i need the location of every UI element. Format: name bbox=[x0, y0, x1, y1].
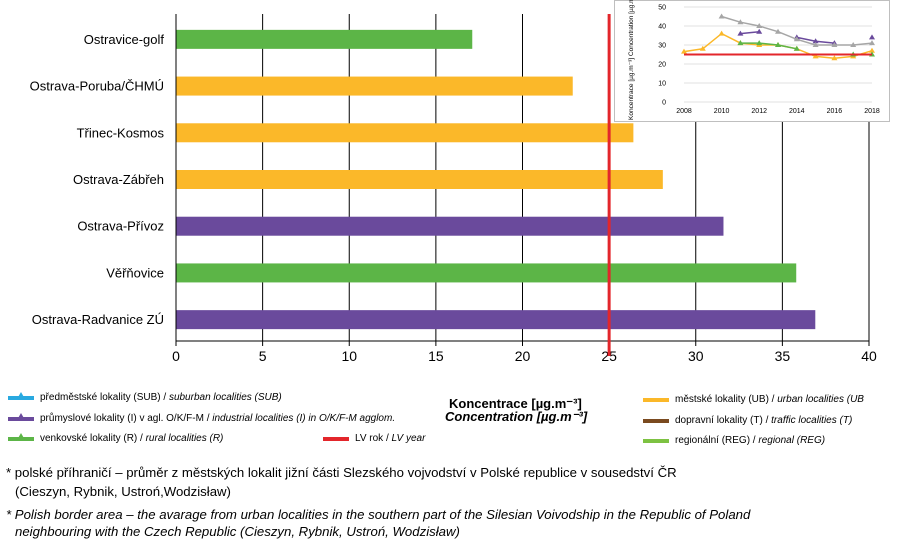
bar bbox=[176, 123, 634, 143]
inset-x-tick-label: 2012 bbox=[751, 108, 767, 115]
category-label: Ostrava-Poruba/ČHMÚ bbox=[30, 79, 164, 94]
inset-series-marker bbox=[699, 45, 706, 51]
bar bbox=[176, 170, 663, 189]
legend-label-en: rural localities (R) bbox=[145, 433, 224, 444]
bar bbox=[176, 263, 797, 283]
inset-series-marker bbox=[793, 45, 800, 51]
x-tick-label: 10 bbox=[341, 348, 357, 364]
legend-label-en: urban localities (UB bbox=[777, 394, 864, 405]
inset-series-marker bbox=[775, 28, 781, 34]
x-tick-label: 40 bbox=[861, 348, 877, 364]
inset-series-marker bbox=[812, 38, 819, 44]
inset-series-marker bbox=[812, 42, 819, 47]
legend-label: venkovské lokality (R) / rural localitie… bbox=[40, 433, 223, 445]
inset-series-marker bbox=[793, 36, 800, 42]
inset-series-marker bbox=[869, 40, 875, 46]
legend-label-en: LV year bbox=[391, 433, 426, 444]
legend-label: LV rok / LV year bbox=[355, 433, 425, 445]
inset-series-marker bbox=[718, 30, 725, 36]
inset-y-tick-label: 20 bbox=[658, 62, 666, 69]
legend-label-cz: regionální (REG) / bbox=[675, 435, 759, 446]
legend-label: dopravní lokality (T) / traffic localiti… bbox=[675, 415, 852, 427]
inset-series-marker bbox=[718, 13, 725, 19]
inset-x-tick-label: 2016 bbox=[827, 108, 843, 115]
x-tick-label: 20 bbox=[515, 348, 531, 364]
inset-y-tick-label: 0 bbox=[662, 100, 666, 107]
x-axis-title-en: Concentration [µg.m⁻³] bbox=[445, 409, 588, 424]
category-label: Ostravice-golf bbox=[84, 32, 165, 47]
legend-label-cz: dopravní lokality (T) / bbox=[675, 415, 772, 426]
inset-y-tick-label: 50 bbox=[658, 5, 666, 12]
inset-series-marker bbox=[812, 53, 819, 59]
x-tick-label: 30 bbox=[688, 348, 704, 364]
inset-y-tick-label: 40 bbox=[658, 24, 666, 31]
inset-series-marker bbox=[869, 47, 875, 53]
x-tick-label: 5 bbox=[259, 348, 267, 364]
legend-label-en: industrial localities (I) in O/K/F-M agg… bbox=[212, 413, 396, 424]
inset-x-tick-label: 2010 bbox=[714, 108, 730, 115]
inset-frame bbox=[614, 0, 890, 122]
legend-swatch bbox=[323, 437, 349, 441]
legend-swatch bbox=[8, 413, 34, 421]
legend-label-cz: průmyslové lokality (I) v agl. O/K/F-M / bbox=[40, 413, 213, 424]
legend-swatch bbox=[8, 433, 34, 441]
category-label: Ostrava-Radvanice ZÚ bbox=[32, 312, 164, 327]
legend-swatch bbox=[8, 392, 34, 400]
inset-series-marker bbox=[850, 42, 857, 47]
legend-swatch bbox=[643, 419, 669, 423]
x-axis-title-cz: Koncentrace [µg.m⁻³] bbox=[449, 396, 582, 411]
bar bbox=[176, 76, 573, 96]
bar bbox=[176, 29, 473, 49]
inset-series-marker bbox=[831, 55, 838, 61]
legend-label-cz: LV rok / bbox=[355, 433, 392, 444]
inset-x-tick-label: 2008 bbox=[676, 108, 692, 115]
footnote-cz-line2: (Cieszyn, Rybnik, Ustroń,Wodzisław) bbox=[15, 484, 231, 499]
legend-swatch bbox=[643, 439, 669, 443]
bar bbox=[176, 216, 724, 236]
inset-series-line bbox=[740, 42, 797, 50]
inset-series-marker bbox=[775, 42, 781, 47]
legend-swatch bbox=[643, 398, 669, 402]
inset-series-marker bbox=[756, 23, 763, 28]
footnote-en-line2: neighbouring with the Czech Republic (Ci… bbox=[15, 524, 460, 539]
inset-series-marker bbox=[756, 28, 763, 34]
inset-series-marker bbox=[831, 42, 838, 47]
legend-label: městské lokality (UB) / urban localities… bbox=[675, 394, 864, 406]
legend-label: průmyslové lokality (I) v agl. O/K/F-M /… bbox=[40, 413, 395, 425]
inset-series-marker bbox=[737, 30, 744, 36]
bar bbox=[176, 310, 816, 330]
inset-series-line bbox=[740, 30, 760, 35]
legend-label-en: regional (REG) bbox=[758, 435, 826, 446]
x-tick-label: 35 bbox=[775, 348, 791, 364]
legend-label: regionální (REG) / regional (REG) bbox=[675, 435, 825, 447]
inset-y-tick-label: 10 bbox=[658, 81, 666, 88]
inset-line-chart: 0 10 20 30 40 50 2008 2010 2012 2014 2016 2018 Konce… bbox=[614, 0, 890, 122]
category-label: Ostrava-Přívoz bbox=[77, 219, 164, 234]
x-tick-label: 15 bbox=[428, 348, 444, 364]
inset-y-tick-label: 30 bbox=[658, 43, 666, 50]
inset-x-tick-label: 2014 bbox=[789, 108, 805, 115]
legend-label-cz: městské lokality (UB) / bbox=[675, 394, 778, 405]
main-bar-chart: Ostravice-golf Ostrava-Poruba/ČHMÚ Třinec-… bbox=[30, 14, 877, 364]
inset-y-axis-label: Koncentrace [µg.m⁻³] Concentration [µg.m… bbox=[628, 0, 635, 120]
legend-label: předměstské lokality (SUB) / suburban lo… bbox=[40, 392, 282, 404]
inset-series-marker bbox=[681, 48, 687, 54]
category-label: Třinec-Kosmos bbox=[77, 125, 165, 140]
legend-label-en: traffic localities (T) bbox=[771, 415, 853, 426]
inset-series-marker bbox=[737, 19, 744, 25]
legend-label-cz: venkovské lokality (R) / bbox=[40, 433, 146, 444]
inset-series-marker bbox=[737, 40, 744, 46]
footnote-cz-line1: * polské příhraničí – průměr z městských… bbox=[6, 465, 677, 480]
inset-x-tick-label: 2018 bbox=[864, 108, 880, 115]
legend-label-cz: předměstské lokality (SUB) / bbox=[40, 392, 169, 403]
x-tick-label: 0 bbox=[172, 348, 180, 364]
inset-series-marker bbox=[869, 34, 875, 40]
category-label: Ostrava-Zábřeh bbox=[73, 172, 164, 187]
legend-label-en: suburban localities (SUB) bbox=[168, 392, 282, 403]
category-label: Věřňovice bbox=[106, 265, 164, 280]
footnote-en-line1: * Polish border area – the avarage from … bbox=[6, 507, 751, 522]
inset-series-marker bbox=[756, 40, 763, 46]
